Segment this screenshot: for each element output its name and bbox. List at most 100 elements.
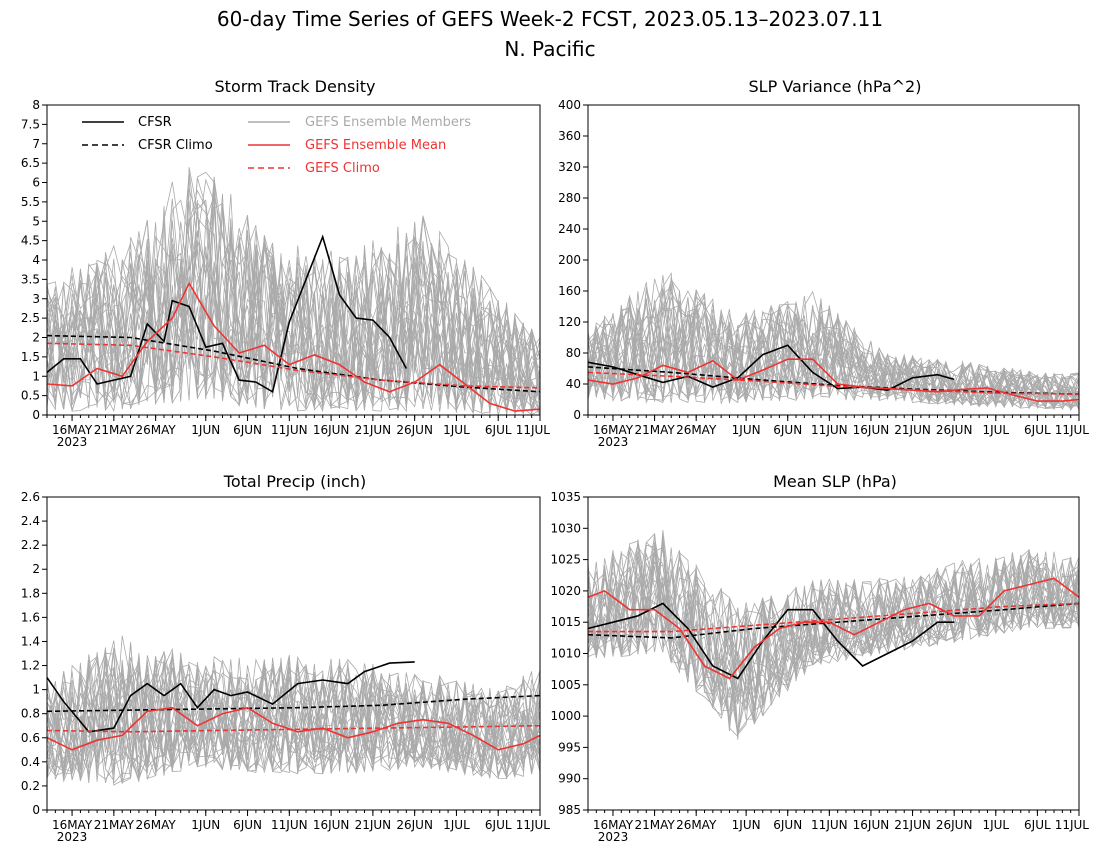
y-tick-label: 990 xyxy=(558,772,581,786)
x-tick-label: 21JUN xyxy=(355,423,392,437)
panel-title: SLP Variance (hPa^2) xyxy=(749,77,922,96)
y-tick-label: 5 xyxy=(32,214,40,228)
x-tick-label: 26JUN xyxy=(936,423,973,437)
y-tick-label: 3 xyxy=(32,292,40,306)
y-tick-label: 0 xyxy=(32,803,40,817)
ensemble-member-line xyxy=(587,551,1080,692)
x-tick-label: 1JUN xyxy=(191,818,220,832)
series-gefs-ensemble-mean xyxy=(46,706,541,751)
x-tick-label: 11JUN xyxy=(271,423,308,437)
panel-title: Total Precip (inch) xyxy=(223,472,366,491)
ensemble-member-line xyxy=(46,655,541,783)
ensemble-members xyxy=(587,530,1080,740)
y-tick-label: 40 xyxy=(566,377,581,391)
series-gefs-ensemble-mean xyxy=(46,281,541,412)
y-tick-label: 0 xyxy=(32,408,40,422)
x-tick-label: 21MAY xyxy=(634,423,675,437)
x-tick-label: 16MAY xyxy=(52,818,93,832)
y-tick-label: 1.4 xyxy=(21,634,40,648)
ensemble-member-line xyxy=(587,542,1080,705)
x-tick-label: 26MAY xyxy=(676,818,717,832)
legend: CFSR CFSR Climo GEFS Ensemble Members GE… xyxy=(82,115,471,176)
y-tick-label: 1030 xyxy=(550,521,581,535)
x-tick-label: 11JUL xyxy=(1055,818,1090,832)
y-tick-label: 0.8 xyxy=(21,707,40,721)
x-year-label: 2023 xyxy=(57,435,88,449)
x-tick-label: 16JUN xyxy=(313,423,350,437)
y-tick-label: 1020 xyxy=(550,584,581,598)
series-cfsr-climo xyxy=(46,694,541,713)
x-tick-label: 11JUL xyxy=(1055,423,1090,437)
series-cfsr-climo xyxy=(587,602,1080,639)
y-tick-label: 0.6 xyxy=(21,731,40,745)
y-tick-label: 2.5 xyxy=(21,311,40,325)
y-tick-label: 280 xyxy=(558,191,581,205)
y-tick-label: 5.5 xyxy=(21,195,40,209)
ensemble-member-line xyxy=(587,558,1080,704)
x-tick-label: 16JUN xyxy=(313,818,350,832)
x-tick-label: 16MAY xyxy=(52,423,93,437)
legend-label-cfsr-climo: CFSR Climo xyxy=(138,138,213,153)
y-tick-label: 2 xyxy=(32,331,40,345)
x-tick-label: 6JUL xyxy=(485,423,512,437)
panel-storm-track-density: Storm Track Density 0 0.5 1 1.5 2 2.5 3 3.5 4 4.5… xyxy=(21,77,550,449)
x-tick-label: 16MAY xyxy=(593,423,634,437)
x-tick-label: 26MAY xyxy=(676,423,717,437)
x-tick-label: 26MAY xyxy=(136,818,177,832)
x-tick-label: 21MAY xyxy=(634,818,675,832)
x-tick-label: 21JUN xyxy=(894,423,931,437)
legend-label-cfsr: CFSR xyxy=(138,115,172,130)
x-tick-label: 1JUL xyxy=(982,818,1009,832)
x-tick-label: 21MAY xyxy=(94,423,135,437)
x-year-label: 2023 xyxy=(598,830,629,844)
ensemble-member-line xyxy=(46,171,541,415)
legend-label-mean: GEFS Ensemble Mean xyxy=(305,138,446,153)
y-tick-label: 0.4 xyxy=(21,755,40,769)
y-tick-label: 3.5 xyxy=(21,272,40,286)
legend-label-members: GEFS Ensemble Members xyxy=(305,115,471,130)
x-tick-label: 21MAY xyxy=(94,818,135,832)
ensemble-member-line xyxy=(587,274,1080,411)
y-tick-label: 0.2 xyxy=(21,779,40,793)
y-tick-label: 7 xyxy=(32,137,40,151)
y-tick-label: 0.5 xyxy=(21,389,40,403)
ensemble-member-line xyxy=(587,540,1080,720)
x-tick-label: 6JUN xyxy=(773,818,802,832)
ensemble-member-line xyxy=(46,652,541,785)
y-tick-label: 360 xyxy=(558,129,581,143)
figure-subtitle: N. Pacific xyxy=(504,37,595,61)
y-tick-label: 1035 xyxy=(550,490,581,504)
x-tick-label: 11JUN xyxy=(811,818,848,832)
x-tick-label: 11JUL xyxy=(516,818,551,832)
figure-title: 60-day Time Series of GEFS Week-2 FCST, … xyxy=(217,7,883,31)
x-year-label: 2023 xyxy=(57,830,88,844)
y-tick-label: 200 xyxy=(558,253,581,267)
x-tick-label: 6JUL xyxy=(1024,818,1051,832)
ensemble-member-line xyxy=(46,635,541,778)
x-tick-label: 21JUN xyxy=(355,818,392,832)
x-year-label: 2023 xyxy=(598,435,629,449)
y-tick-label: 985 xyxy=(558,803,581,817)
series-gefs-climo xyxy=(46,724,541,733)
y-tick-label: 320 xyxy=(558,160,581,174)
ensemble-member-line xyxy=(587,282,1080,410)
series-gefs-climo xyxy=(588,602,1080,633)
x-tick-label: 16JUN xyxy=(853,818,890,832)
x-tick-label: 11JUL xyxy=(516,423,551,437)
y-tick-label: 1 xyxy=(32,683,40,697)
y-tick-label: 2 xyxy=(32,562,40,576)
y-tick-label: 400 xyxy=(558,98,581,112)
y-tick-label: 2.4 xyxy=(21,514,40,528)
ensemble-member-line xyxy=(46,655,541,781)
series-cfsr xyxy=(46,234,408,394)
y-tick-label: 1.8 xyxy=(21,586,40,600)
y-tick-label: 2.2 xyxy=(21,538,40,552)
ensemble-member-line xyxy=(587,553,1080,711)
y-tick-label: 7.5 xyxy=(21,117,40,131)
y-tick-label: 8 xyxy=(32,98,40,112)
y-tick-label: 1015 xyxy=(550,615,581,629)
ensemble-member-line xyxy=(46,653,541,784)
y-tick-label: 1.5 xyxy=(21,350,40,364)
y-tick-label: 1010 xyxy=(550,647,581,661)
x-tick-label: 6JUL xyxy=(1024,423,1051,437)
